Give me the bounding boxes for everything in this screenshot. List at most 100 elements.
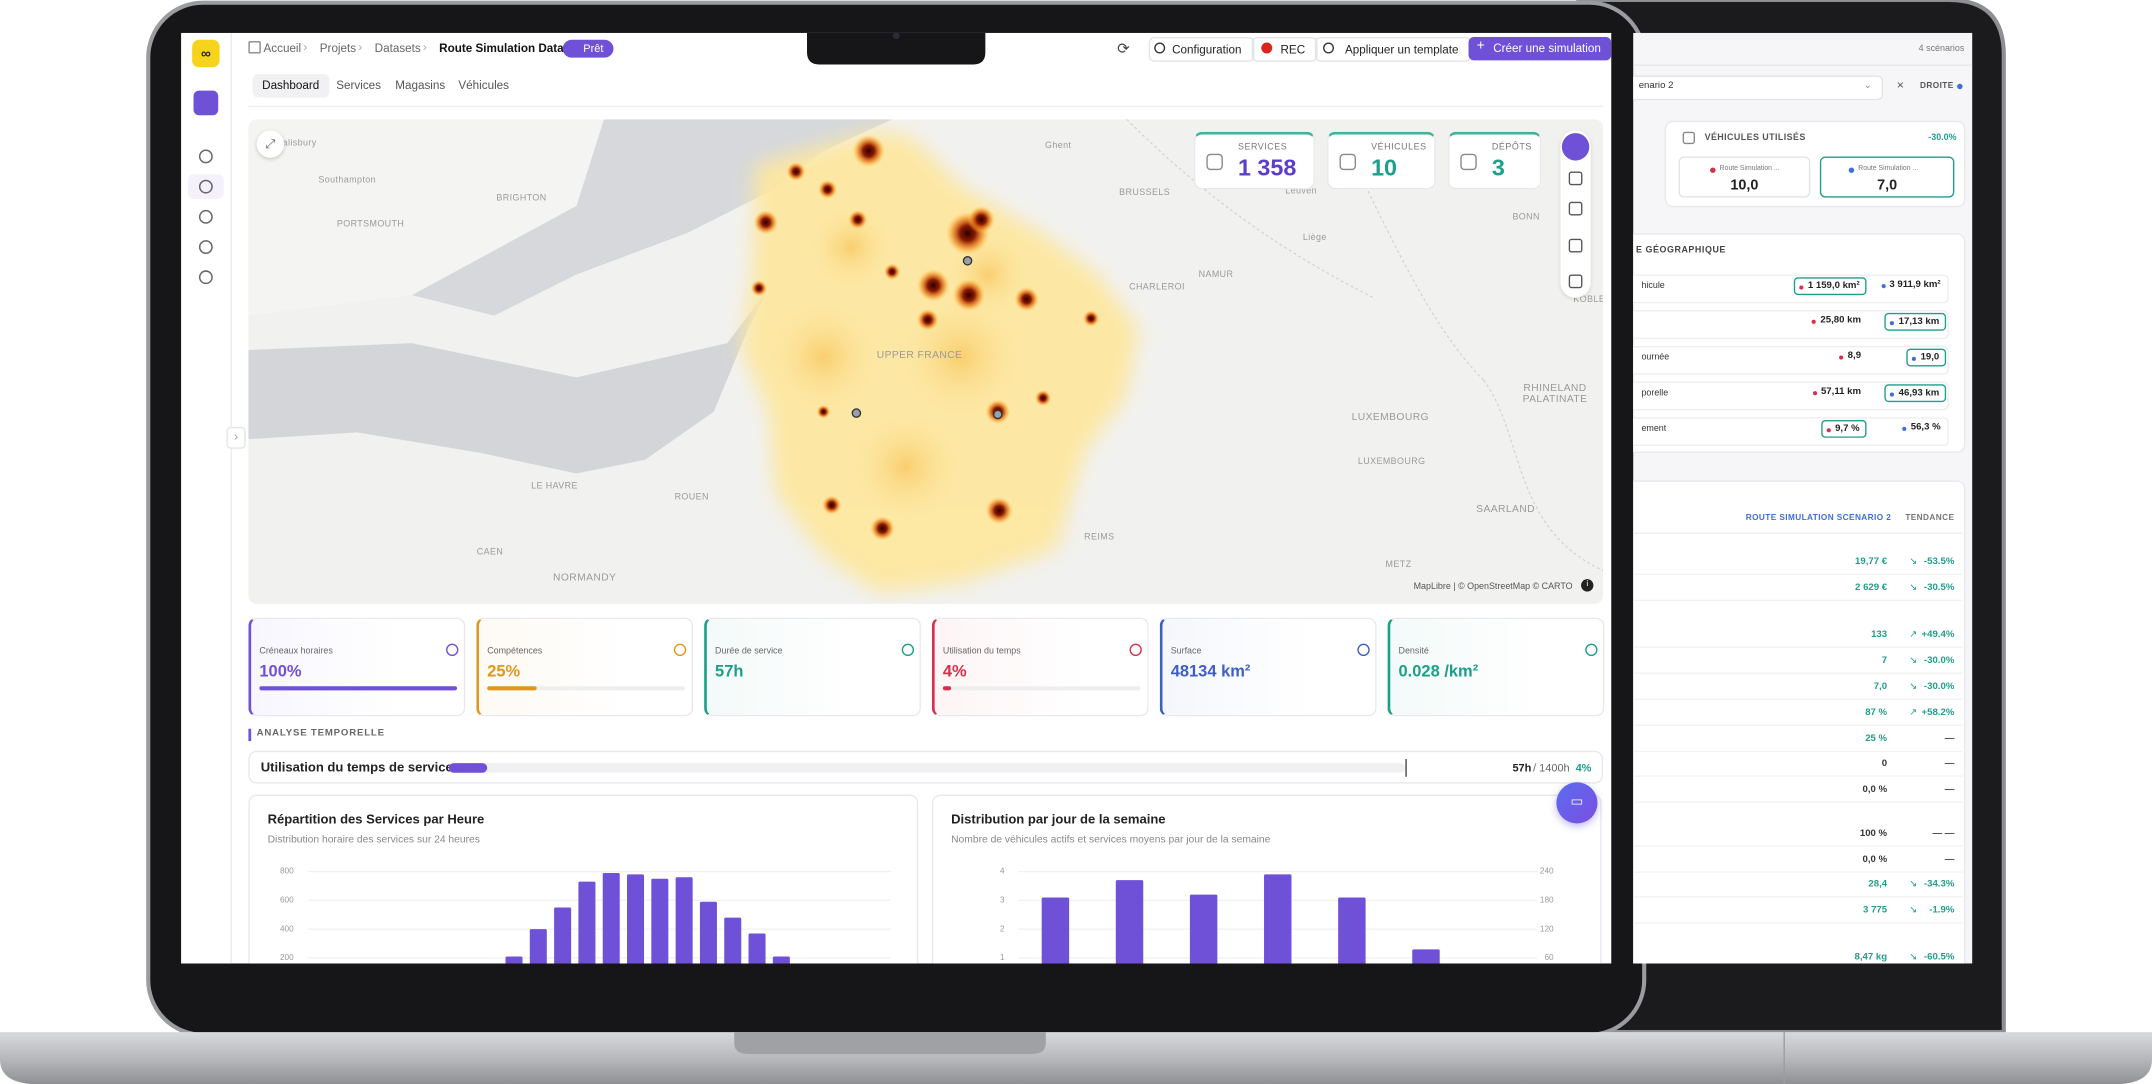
home-icon xyxy=(248,41,261,54)
metric-label: Surface xyxy=(1170,646,1202,657)
map-tool-button[interactable] xyxy=(1568,171,1583,186)
table-row-divider[interactable] xyxy=(1633,724,1963,727)
table-trend[interactable]: -1.9% xyxy=(1929,905,1955,916)
table-row-divider[interactable] xyxy=(1633,646,1963,648)
table-trend[interactable]: -34.3% xyxy=(1923,879,1955,890)
close-button[interactable]: × xyxy=(1896,78,1904,92)
table-header-divider[interactable] xyxy=(1633,532,1963,534)
table-trend[interactable]: — xyxy=(1944,758,1955,769)
tab[interactable]: Dashboard xyxy=(252,74,329,98)
table-value[interactable]: 0 xyxy=(1881,758,1888,769)
config-icon xyxy=(1154,42,1166,54)
trend-arrow: ↘ xyxy=(1909,879,1918,890)
table-trend[interactable]: -53.5% xyxy=(1923,557,1955,567)
metric-card: Durée de service 57h xyxy=(704,617,921,717)
utilization-track xyxy=(448,763,1406,773)
table-value[interactable]: 28,4 xyxy=(1868,879,1888,890)
bar xyxy=(602,872,620,964)
config-button[interactable]: Configuration xyxy=(1148,37,1254,62)
heat-spot xyxy=(817,179,838,200)
table-row-divider[interactable] xyxy=(1633,750,1963,753)
table-value[interactable]: 3 775 xyxy=(1863,905,1888,916)
utilization-label: Utilisation du temps de service xyxy=(260,760,453,776)
nav-icon xyxy=(198,270,213,285)
map-label: BONN xyxy=(1512,212,1540,223)
table-header-trend[interactable]: TENDANCE xyxy=(1905,514,1955,523)
template-button[interactable]: Appliquer un template xyxy=(1314,37,1471,62)
table-trend[interactable]: -60.5% xyxy=(1923,952,1955,963)
map-label: METZ xyxy=(1385,559,1412,570)
tabs-divider[interactable] xyxy=(248,105,1604,108)
table-row-divider[interactable] xyxy=(1633,896,1963,898)
table-value[interactable]: 2 629 € xyxy=(1855,583,1888,593)
breadcrumb-separator: › xyxy=(303,39,308,54)
chat-button[interactable]: ▭ xyxy=(1556,782,1598,824)
table-value[interactable]: 7 xyxy=(1881,656,1888,666)
breadcrumb-separator: › xyxy=(358,39,363,54)
geo-value-b: 17,13 km xyxy=(1884,312,1947,331)
table-row-divider[interactable] xyxy=(1633,573,1963,576)
map-tool-button[interactable] xyxy=(1568,238,1583,253)
section-title: ANALYSE TEMPORELLE xyxy=(256,728,385,739)
header-divider xyxy=(1633,64,1973,66)
create-button[interactable]: Créer une simulation xyxy=(1468,37,1612,61)
table-value[interactable]: 7,0 xyxy=(1873,682,1888,692)
table-row-divider[interactable] xyxy=(1633,922,1963,924)
map-tool-button[interactable] xyxy=(1568,274,1583,289)
map-tool-button[interactable] xyxy=(1568,201,1583,216)
table-value[interactable]: 19,77 € xyxy=(1855,557,1888,567)
rec-button[interactable]: REC xyxy=(1251,37,1318,62)
map-label: Liège xyxy=(1302,233,1327,243)
tab[interactable]: Magasins xyxy=(395,78,446,92)
table-trend[interactable]: -30.0% xyxy=(1923,682,1955,692)
toolbar-refresh-button[interactable]: ⟳ xyxy=(1117,41,1130,58)
table-trend[interactable]: — xyxy=(1944,855,1955,865)
map-tool-button[interactable] xyxy=(1561,133,1590,161)
geo-dot xyxy=(1881,284,1886,289)
laptop-base xyxy=(0,1032,2152,1084)
stat-value: 3 xyxy=(1491,155,1505,182)
tab[interactable]: Services xyxy=(336,78,381,92)
table-trend[interactable]: -30.5% xyxy=(1923,583,1955,593)
metric-value: 57h xyxy=(715,661,744,681)
heat-warm xyxy=(768,301,879,412)
tab[interactable]: Véhicules xyxy=(458,78,509,92)
map-label: BRIGHTON xyxy=(496,193,547,204)
table-row-divider[interactable] xyxy=(1633,672,1963,674)
table-row-divider[interactable] xyxy=(1633,845,1963,847)
metric-value: 25% xyxy=(487,661,521,681)
table-trend[interactable]: +58.2% xyxy=(1921,708,1955,718)
vehicles-value: 10,0 xyxy=(1730,177,1759,194)
fullscreen-button[interactable]: ⤢ xyxy=(256,130,285,158)
table-trend[interactable]: — xyxy=(1944,785,1955,795)
table-value[interactable]: 25 % xyxy=(1865,734,1888,744)
map-label: CHARLEROI xyxy=(1129,282,1185,293)
table-trend[interactable]: — xyxy=(1944,734,1955,744)
table-value[interactable]: 87 % xyxy=(1865,708,1888,718)
heat-spot xyxy=(1034,389,1052,407)
table-trend[interactable]: -30.0% xyxy=(1923,656,1955,666)
table-row-divider[interactable] xyxy=(1633,871,1963,873)
table-value[interactable]: 0,0 % xyxy=(1862,855,1888,865)
side-dot xyxy=(1957,83,1963,90)
map-label: LUXEMBOURG xyxy=(1357,457,1426,467)
map-label: NORMANDY xyxy=(552,570,617,584)
table-value[interactable]: 0,0 % xyxy=(1862,785,1888,795)
breadcrumb-item: Route Simulation Dataset xyxy=(439,41,581,55)
heat-spot xyxy=(967,205,996,234)
table-row-divider[interactable] xyxy=(1633,775,1963,777)
sidebar-icons: ∞ xyxy=(188,46,224,285)
notch xyxy=(807,32,986,65)
table-row-divider[interactable] xyxy=(1633,801,1963,803)
table-value[interactable]: 8,47 kg xyxy=(1854,952,1888,963)
table-card[interactable] xyxy=(1633,480,1966,964)
table-value[interactable]: 133 xyxy=(1871,629,1888,640)
table-trend[interactable]: +49.4% xyxy=(1921,629,1955,640)
table-row-divider[interactable] xyxy=(1633,599,1963,602)
table-value[interactable]: 100 % xyxy=(1859,828,1888,839)
vehicles-name: Route Simulation ... xyxy=(1719,164,1780,173)
table-header-col[interactable]: ROUTE SIMULATION SCENARIO 2 xyxy=(1745,514,1892,523)
table-row-divider[interactable] xyxy=(1633,698,1963,700)
table-trend[interactable]: — — xyxy=(1932,828,1955,839)
